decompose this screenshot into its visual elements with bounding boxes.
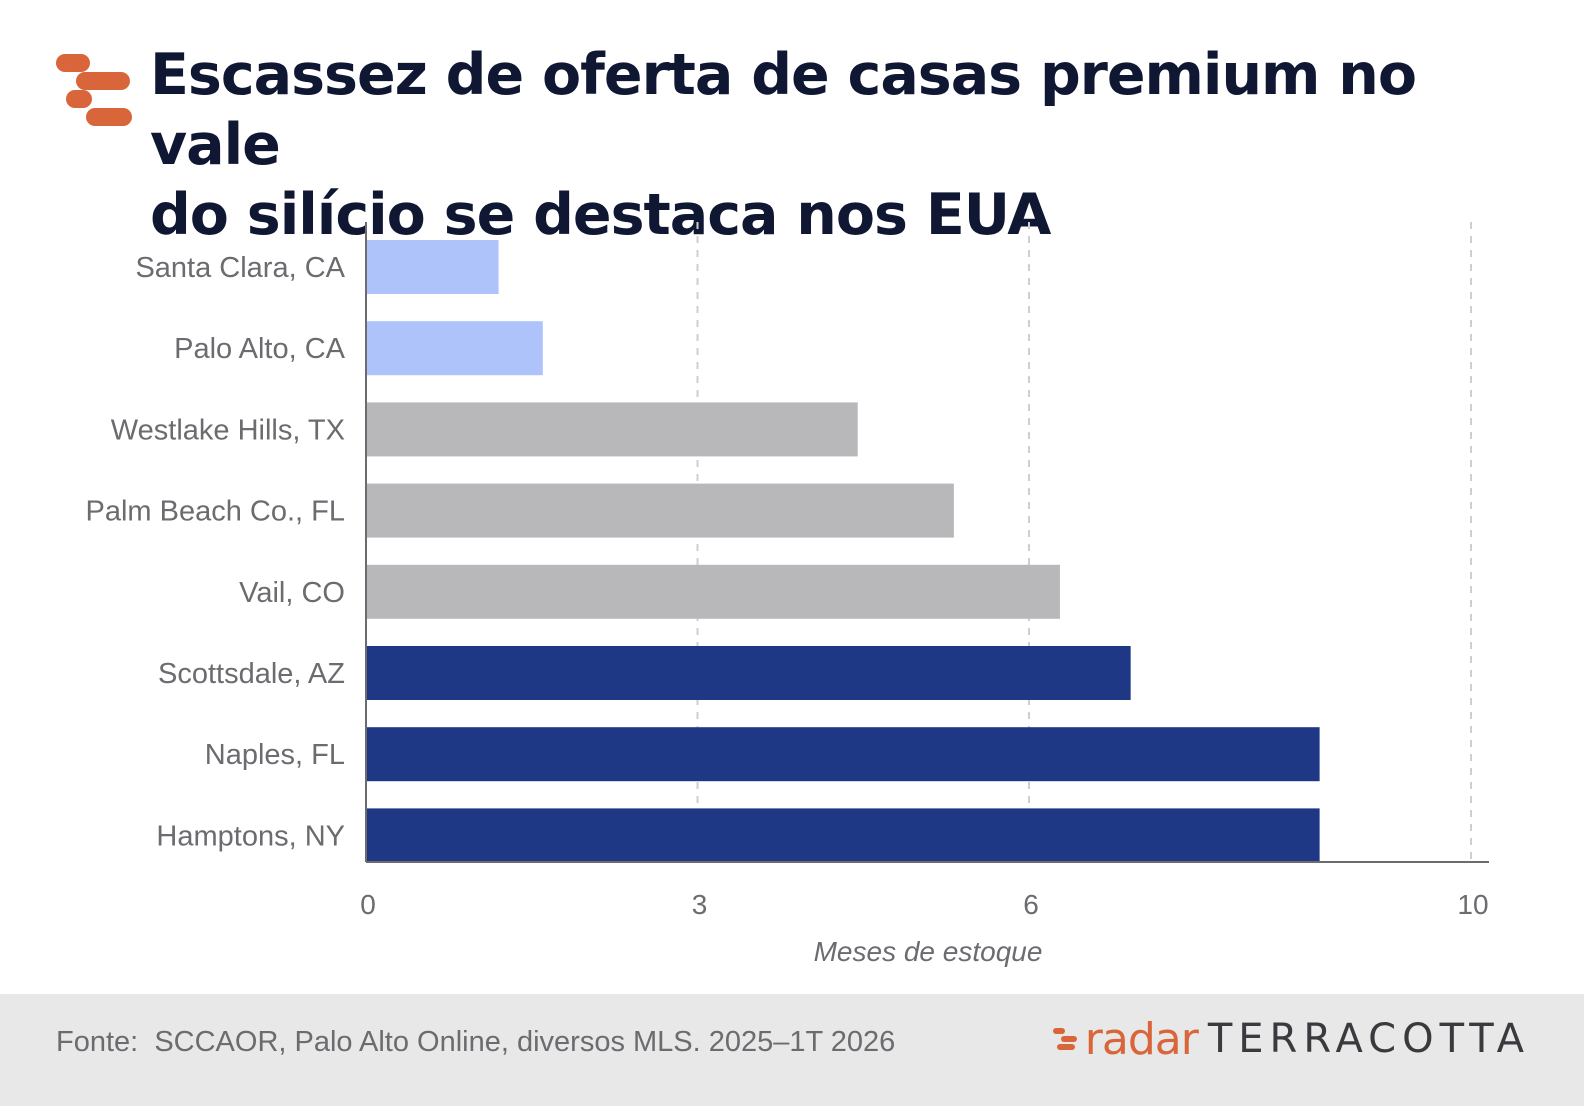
category-label: Palm Beach Co., FL [86,496,346,528]
x-tick-label: 0 [360,889,376,920]
category-labels: Santa Clara, CA Palo Alto, CA Westlake Hil… [86,252,346,852]
category-label: Santa Clara, CA [135,252,345,284]
x-tick-label: 6 [1023,889,1039,920]
bar [366,564,1060,619]
category-label: Scottsdale, AZ [158,658,345,690]
brand-radar-text: radar [1084,1013,1199,1065]
bar [366,321,543,376]
bar-chart: Santa Clara, CA Palo Alto, CA Westlake Hil… [86,222,1489,967]
footer-bar [0,994,1584,1106]
brand-small-logo-icon [1052,1028,1077,1050]
bar [366,402,858,457]
bar [366,240,499,294]
brand-name-text: TERRACOTTA [1207,1016,1530,1062]
category-label: Palo Alto, CA [174,333,346,365]
bar [366,727,1320,782]
bar [366,808,1320,863]
bar [366,646,1131,700]
category-label: Hamptons, NY [156,820,345,852]
brand-wordmark: radar TERRACOTTA [1052,1013,1530,1065]
chart-title: Escassez de oferta de casas premium no v… [150,40,1550,250]
bars [366,240,1320,863]
category-label: Westlake Hills, TX [111,414,345,446]
x-axis-title: Meses de estoque [814,936,1043,967]
x-tick-label: 10 [1457,889,1488,920]
title-line-2: do silício se destaca nos EUA [150,182,1051,248]
source-note: Fonte: SCCAOR, Palo Alto Online, diverso… [56,1026,896,1058]
category-label: Naples, FL [205,739,345,771]
title-line-1: Escassez de oferta de casas premium no v… [150,42,1417,178]
brand-logo-icon [56,54,132,126]
x-tick-label: 3 [692,889,708,920]
bar [366,483,954,538]
tick-labels: 0 3 6 10 [360,889,1488,920]
category-label: Vail, CO [239,577,345,609]
